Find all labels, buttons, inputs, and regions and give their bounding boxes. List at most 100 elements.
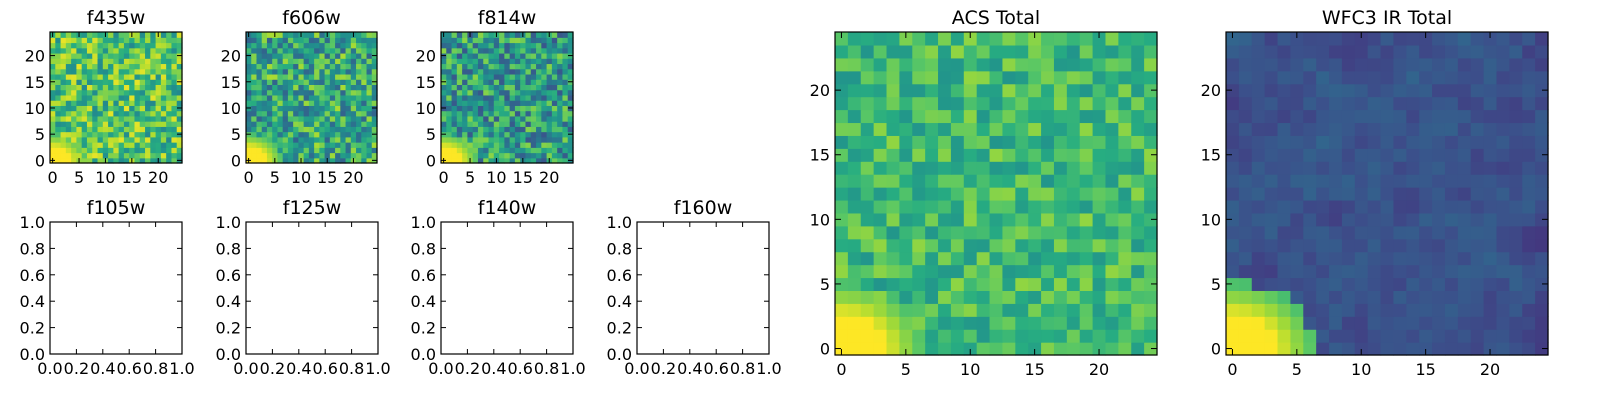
heatmap-cell bbox=[1015, 32, 1029, 46]
heatmap-cell bbox=[860, 109, 875, 124]
heatmap-cell bbox=[1393, 251, 1407, 266]
heatmap-cell bbox=[551, 100, 558, 106]
heatmap-cell bbox=[102, 131, 109, 138]
heatmap-cell bbox=[76, 68, 83, 75]
heatmap-cell bbox=[488, 52, 495, 59]
heatmap-cell bbox=[989, 329, 1004, 343]
heatmap-cell bbox=[1457, 212, 1472, 227]
heatmap-cell bbox=[1028, 212, 1042, 227]
heatmap-cell bbox=[1226, 32, 1240, 46]
heatmap-cell bbox=[446, 73, 453, 80]
heatmap-cell bbox=[950, 161, 965, 175]
heatmap-cell bbox=[366, 100, 373, 106]
heatmap-cell bbox=[1303, 316, 1317, 330]
heatmap-cell bbox=[145, 37, 151, 44]
heatmap-cell bbox=[1444, 342, 1459, 356]
heatmap-cell bbox=[1277, 135, 1291, 149]
heatmap-cell bbox=[171, 152, 178, 159]
heatmap-cell bbox=[298, 63, 305, 70]
heatmap-cell bbox=[963, 57, 978, 72]
x-tick-label: 0 bbox=[48, 168, 58, 187]
heatmap-cell bbox=[1419, 57, 1433, 72]
heatmap-cell bbox=[293, 58, 299, 65]
heatmap-cell bbox=[356, 100, 362, 106]
heatmap-cell bbox=[303, 121, 310, 127]
heatmap-cell bbox=[536, 32, 542, 38]
heatmap-cell bbox=[371, 147, 378, 154]
heatmap-cell bbox=[256, 89, 263, 96]
heatmap-cell bbox=[287, 63, 294, 70]
heatmap-cell bbox=[1131, 199, 1145, 214]
heatmap-cell bbox=[1496, 303, 1510, 317]
heatmap-cell bbox=[350, 73, 357, 80]
heatmap-cell bbox=[1470, 32, 1485, 46]
heatmap-cell bbox=[65, 110, 72, 117]
heatmap-cell bbox=[102, 52, 109, 59]
heatmap-cell bbox=[145, 63, 151, 70]
heatmap-cell bbox=[477, 131, 484, 138]
x-tick-label: 0.2 bbox=[64, 359, 89, 378]
heatmap-cell bbox=[150, 110, 157, 117]
heatmap-cell bbox=[65, 142, 72, 148]
heatmap-cell bbox=[160, 73, 167, 80]
heatmap-cell bbox=[261, 32, 268, 38]
heatmap-cell bbox=[1226, 148, 1240, 162]
heatmap-cell bbox=[1341, 148, 1356, 162]
heatmap-cell bbox=[1483, 161, 1498, 175]
y-tick-label: 0.2 bbox=[20, 319, 45, 338]
heatmap-cell bbox=[261, 136, 268, 143]
heatmap-cell bbox=[504, 131, 511, 138]
heatmap-cell bbox=[1264, 187, 1279, 201]
heatmap-cell bbox=[546, 152, 553, 159]
heatmap-cell bbox=[1522, 290, 1536, 304]
heatmap-cell bbox=[319, 68, 326, 75]
heatmap-cell bbox=[1483, 109, 1498, 124]
heatmap-cell bbox=[1354, 212, 1369, 227]
heatmap-cell bbox=[356, 79, 362, 85]
heatmap-cell bbox=[1316, 135, 1330, 149]
heatmap-cell bbox=[123, 100, 130, 106]
heatmap-cell bbox=[303, 73, 310, 80]
x-tick-label: 0 bbox=[836, 360, 846, 379]
heatmap-cell bbox=[145, 42, 151, 49]
heatmap-cell bbox=[160, 68, 167, 75]
heatmap-cell bbox=[467, 63, 474, 70]
heatmap-cell bbox=[1380, 251, 1395, 266]
heatmap-cell bbox=[873, 264, 888, 279]
y-tick-label: 0.0 bbox=[20, 345, 45, 364]
heatmap-cell bbox=[1470, 109, 1485, 124]
heatmap-cell bbox=[1483, 329, 1498, 343]
heatmap-cell bbox=[1092, 290, 1107, 304]
heatmap-cell bbox=[1002, 329, 1016, 343]
heatmap-cell bbox=[1496, 238, 1510, 253]
heatmap-cell bbox=[1341, 277, 1356, 291]
heatmap-cell bbox=[86, 110, 93, 117]
heatmap-cell bbox=[520, 63, 527, 70]
heatmap-cell bbox=[520, 147, 527, 154]
heatmap-cell bbox=[976, 174, 991, 188]
heatmap-cell bbox=[446, 147, 453, 154]
heatmap-cell bbox=[1393, 32, 1407, 46]
heatmap-cell bbox=[277, 58, 284, 65]
heatmap-cell bbox=[514, 157, 521, 164]
heatmap-cell bbox=[277, 110, 284, 117]
heatmap-cell bbox=[1367, 187, 1382, 201]
heatmap-cell bbox=[562, 47, 569, 54]
heatmap-cell bbox=[1028, 44, 1042, 59]
heatmap-cell bbox=[1406, 277, 1420, 291]
heatmap-cell bbox=[467, 100, 474, 106]
heatmap-cell bbox=[113, 79, 120, 85]
heatmap-cell bbox=[65, 32, 72, 38]
x-tick-label: 5 bbox=[270, 168, 280, 187]
heatmap-cell bbox=[1316, 342, 1330, 356]
heatmap-cell bbox=[272, 121, 279, 127]
heatmap-cell bbox=[166, 79, 173, 85]
heatmap-cell bbox=[1470, 199, 1485, 214]
heatmap-cell bbox=[345, 47, 352, 54]
heatmap-cell bbox=[551, 110, 558, 117]
heatmap-cell bbox=[92, 84, 99, 91]
heatmap-cell bbox=[451, 115, 458, 122]
heatmap-cell bbox=[261, 52, 268, 59]
heatmap-cell bbox=[551, 47, 558, 54]
